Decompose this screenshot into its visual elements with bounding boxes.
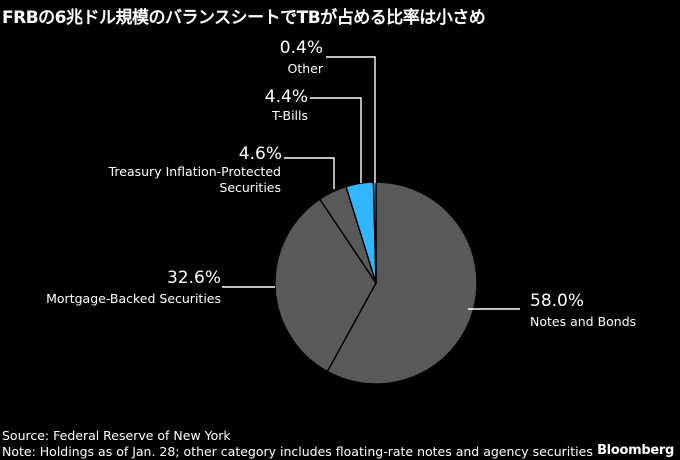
slice-label-mortgage-backed-securities: Mortgage-Backed Securities [46,291,221,306]
slice-label-notes-and-bonds: Notes and Bonds [530,314,636,329]
value-label-other: 0.4% [280,38,323,58]
bloomberg-logo: Bloomberg [597,443,674,458]
pie-slices [274,181,478,385]
leader-line-other [326,56,376,183]
leader-line-t-bills [310,97,362,183]
value-label-mortgage-backed-securities: 32.6% [167,268,221,288]
slice-label-treasury-inflation-protected-securities-line2: Securities [219,180,281,195]
slice-label-treasury-inflation-protected-securities: Treasury Inflation-Protected [108,164,281,179]
leader-line-treasury-inflation-protected-securities [284,157,335,189]
leader-lines [222,56,520,310]
slice-label-other: Other [288,61,324,76]
chart-title: FRBの6兆ドル規模のバランスシートでTBが占める比率は小さめ [2,8,486,28]
slice-label-t-bills: T-Bills [271,108,308,123]
slice-notes-and-bonds [326,181,478,385]
holdings-note: Note: Holdings as of Jan. 28; other cate… [2,444,593,459]
value-label-notes-and-bonds: 58.0% [530,291,584,311]
chart-footer: Source: Federal Reserve of New York Note… [2,428,593,460]
source-note: Source: Federal Reserve of New York [2,428,231,443]
value-label-t-bills: 4.4% [265,87,308,107]
value-label-treasury-inflation-protected-securities: 4.6% [239,144,282,164]
slice-mortgage-backed-securities [274,198,377,373]
slice-labels: 58.0% Notes and Bonds 32.6% Mortgage-Backed… [46,38,636,329]
